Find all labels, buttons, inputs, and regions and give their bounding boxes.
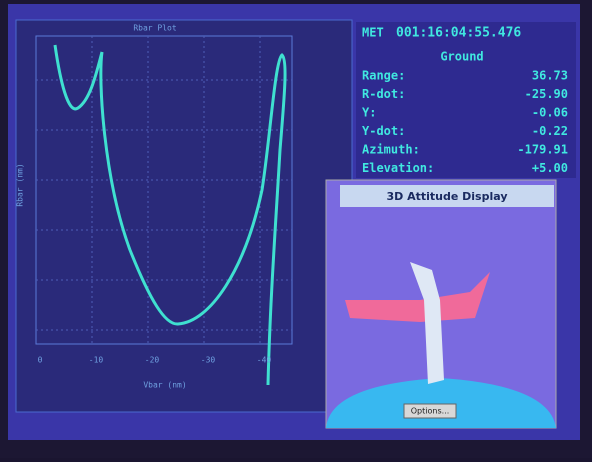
attitude-title: 3D Attitude Display — [386, 190, 507, 203]
y-axis-label: Rbar (nm) — [16, 163, 25, 206]
plot-title: Rbar Plot — [133, 24, 177, 33]
x-tick-label: -10 — [89, 356, 104, 365]
readout-value: 36.73 — [532, 69, 568, 83]
readout-label: R-dot: — [362, 87, 405, 101]
trajectory — [53, 44, 287, 386]
readout-value: -0.06 — [532, 106, 568, 120]
attitude-header — [340, 185, 554, 207]
plot-frame — [35, 35, 293, 345]
x-axis-label: Vbar (nm) — [143, 381, 186, 390]
x-tick-label: -40 — [257, 356, 272, 365]
met-value: 001:16:04:55.476 — [396, 26, 521, 41]
readout-panel — [356, 22, 576, 178]
readout-label: Elevation: — [362, 161, 434, 175]
plot-panel — [15, 19, 353, 413]
shuttle — [345, 272, 490, 322]
tower — [410, 262, 444, 384]
readout-label: Y-dot: — [362, 124, 405, 138]
earth — [326, 378, 556, 428]
readout-label: Y: — [362, 106, 376, 120]
readout-value: -179.91 — [517, 143, 568, 157]
x-tick-label: -20 — [145, 356, 160, 365]
readout-label: Azimuth: — [362, 143, 420, 157]
options-label[interactable]: Options... — [411, 407, 450, 416]
met-label: MET — [362, 26, 384, 40]
options-button[interactable] — [403, 403, 457, 419]
x-tick-label: -30 — [201, 356, 216, 365]
readout-value: -0.22 — [532, 124, 568, 138]
readout-label: Range: — [362, 69, 405, 83]
x-tick-label: 0 — [38, 356, 43, 365]
readout-value: -25.90 — [525, 87, 568, 101]
frame-label: Ground — [440, 50, 483, 64]
readout-value: +5.00 — [532, 161, 568, 175]
